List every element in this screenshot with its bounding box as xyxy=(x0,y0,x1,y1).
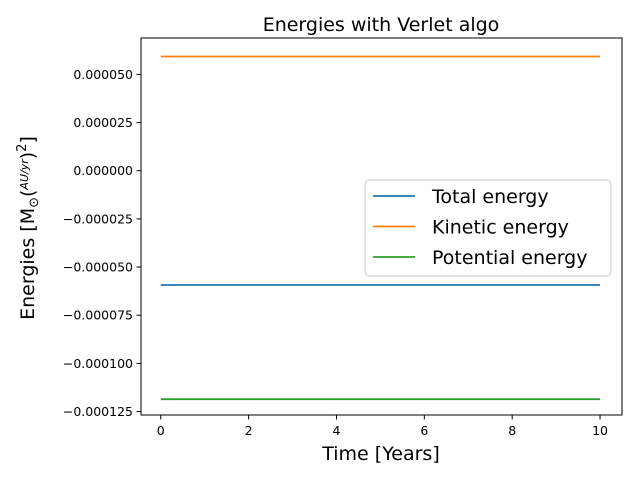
legend-items: Total energy Kinetic energy Potential ener… xyxy=(373,186,587,269)
y-axis-ticks: 0.000050 0.000025 0.000000 −0.000025 −0.0000… xyxy=(63,67,141,419)
x-tick-label-0: 0 xyxy=(157,423,165,438)
x-axis-label: Time [Years] xyxy=(321,443,440,465)
series-layer xyxy=(160,55,600,401)
legend: Total energy Kinetic energy Potential ener… xyxy=(364,179,612,277)
y-axis-label-sun: ⊙ xyxy=(27,197,42,208)
plot-frame xyxy=(140,37,623,416)
y-axis-label-square: 2 xyxy=(15,144,30,152)
x-tick-label-3: 6 xyxy=(420,423,428,438)
x-tick-label-1: 2 xyxy=(245,423,253,438)
y-axis-label-bracket-close: ] xyxy=(17,136,39,143)
y-tick-label-1: 0.000025 xyxy=(73,115,133,130)
x-tick-label-4: 8 xyxy=(508,423,516,438)
y-axis-label-group: Energies [M⊙(AU/yr)2] xyxy=(15,136,42,320)
y-axis-label-au: AU/yr xyxy=(18,158,31,191)
y-axis-label-paren-open: ( xyxy=(17,190,39,197)
x-tick-label-2: 4 xyxy=(332,423,340,438)
legend-label-0: Total energy xyxy=(431,186,549,208)
y-axis-label-units: [M xyxy=(17,208,39,232)
legend-frame xyxy=(364,179,612,277)
y-tick-label-2: 0.000000 xyxy=(73,163,133,178)
x-tick-label-5: 10 xyxy=(592,423,608,438)
y-tick-label-0: 0.000050 xyxy=(73,67,133,82)
y-tick-label-4: −0.000050 xyxy=(63,260,133,275)
y-tick-label-5: −0.000075 xyxy=(63,308,133,323)
chart-title: Energies with Verlet algo xyxy=(263,14,500,36)
y-tick-label-6: −0.000100 xyxy=(63,356,133,371)
legend-label-2: Potential energy xyxy=(432,247,587,269)
y-axis-label: Energies [M⊙(AU/yr)2] xyxy=(15,136,42,320)
x-axis-ticks: 0 2 4 6 8 10 xyxy=(157,415,608,438)
y-axis-label-paren-close: ) xyxy=(17,152,39,159)
legend-label-1: Kinetic energy xyxy=(432,217,569,239)
y-tick-label-3: −0.000025 xyxy=(63,211,133,226)
y-tick-label-7: −0.000125 xyxy=(63,404,133,419)
y-axis-label-text: Energies xyxy=(17,238,39,320)
